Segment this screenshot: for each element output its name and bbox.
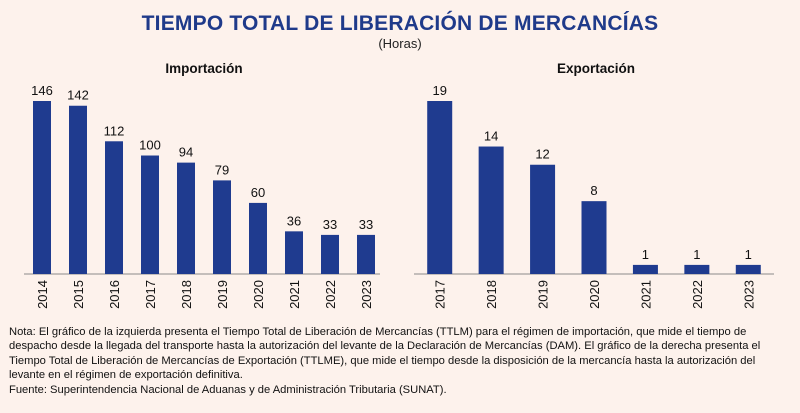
import-value-label-2023: 33 bbox=[359, 217, 373, 232]
export-tick-label-2022: 2022 bbox=[690, 280, 705, 309]
export-bar-2022 bbox=[684, 264, 710, 274]
export-bar-2017 bbox=[427, 101, 453, 274]
import-value-label-2022: 33 bbox=[323, 217, 337, 232]
export-bar-2021 bbox=[632, 264, 658, 274]
import-bar-chart: Importación 146 2014 142 2015 112 2016 100 2017… bbox=[24, 61, 380, 309]
import-bar-2022 bbox=[321, 234, 339, 274]
export-value-label-2017: 19 bbox=[432, 83, 446, 98]
export-tick-label-2019: 2019 bbox=[536, 280, 551, 309]
chart-title: TIEMPO TOTAL DE LIBERACIÓN DE MERCANCÍAS bbox=[141, 12, 659, 35]
import-value-label-2016: 112 bbox=[104, 123, 125, 138]
footnotes: Nota: El gráfico de la izquierda present… bbox=[9, 325, 793, 397]
export-tick-label-2018: 2018 bbox=[484, 280, 499, 309]
import-value-label-2014: 146 bbox=[31, 83, 53, 98]
import-panel-title: Importación bbox=[165, 61, 242, 76]
import-tick-label-2015: 2015 bbox=[71, 280, 86, 309]
export-bar-2020 bbox=[581, 201, 607, 274]
import-bar-2020 bbox=[249, 202, 267, 274]
import-tick-label-2021: 2021 bbox=[287, 280, 302, 309]
import-value-label-2018: 94 bbox=[179, 145, 193, 160]
export-bar-2023 bbox=[735, 264, 761, 274]
export-bar-2019 bbox=[530, 164, 556, 274]
import-value-label-2019: 79 bbox=[215, 162, 229, 177]
export-value-label-2023: 1 bbox=[745, 247, 752, 262]
export-bar-chart: Exportación 19 2017 14 2018 12 2019 8 2020 1 2021… bbox=[414, 61, 774, 309]
import-tick-label-2014: 2014 bbox=[35, 280, 50, 309]
import-tick-label-2016: 2016 bbox=[107, 280, 122, 309]
import-bar-2015 bbox=[69, 105, 87, 274]
import-bar-2021 bbox=[285, 231, 303, 274]
export-tick-label-2023: 2023 bbox=[741, 280, 756, 309]
export-value-label-2022: 1 bbox=[693, 247, 700, 262]
note-text: Nota: El gráfico de la izquierda present… bbox=[9, 326, 761, 382]
import-bar-2018 bbox=[177, 162, 195, 274]
import-bar-2017 bbox=[141, 155, 159, 274]
export-value-label-2018: 14 bbox=[484, 129, 498, 144]
import-tick-label-2017: 2017 bbox=[143, 280, 158, 309]
export-panel-title: Exportación bbox=[557, 61, 635, 76]
import-value-label-2021: 36 bbox=[287, 213, 301, 228]
import-bar-2014 bbox=[33, 101, 51, 274]
import-tick-label-2019: 2019 bbox=[215, 280, 230, 309]
source-text: Fuente: Superintendencia Nacional de Adu… bbox=[9, 383, 447, 396]
export-value-label-2019: 12 bbox=[535, 147, 549, 162]
import-value-label-2020: 60 bbox=[251, 185, 265, 200]
import-tick-label-2018: 2018 bbox=[179, 280, 194, 309]
import-value-label-2015: 142 bbox=[67, 88, 89, 103]
export-bars: 19 2017 14 2018 12 2019 8 2020 1 2021 1 2022 1 2023 bbox=[414, 83, 774, 309]
import-bars: 146 2014 142 2015 112 2016 100 2017 94 2018 79 2019… bbox=[24, 83, 380, 309]
export-bar-2018 bbox=[478, 146, 504, 274]
import-bar-2019 bbox=[213, 180, 231, 274]
import-tick-label-2022: 2022 bbox=[323, 280, 338, 309]
export-tick-label-2017: 2017 bbox=[433, 280, 448, 309]
import-bar-2023 bbox=[357, 234, 375, 274]
export-tick-label-2020: 2020 bbox=[587, 280, 602, 309]
import-bar-2016 bbox=[105, 141, 123, 274]
import-value-label-2017: 100 bbox=[139, 138, 161, 153]
export-value-label-2020: 8 bbox=[590, 183, 597, 198]
chart-subtitle: (Horas) bbox=[378, 36, 422, 51]
import-tick-label-2023: 2023 bbox=[359, 280, 374, 309]
import-tick-label-2020: 2020 bbox=[251, 280, 266, 309]
export-tick-label-2021: 2021 bbox=[638, 280, 653, 309]
export-value-label-2021: 1 bbox=[642, 247, 649, 262]
